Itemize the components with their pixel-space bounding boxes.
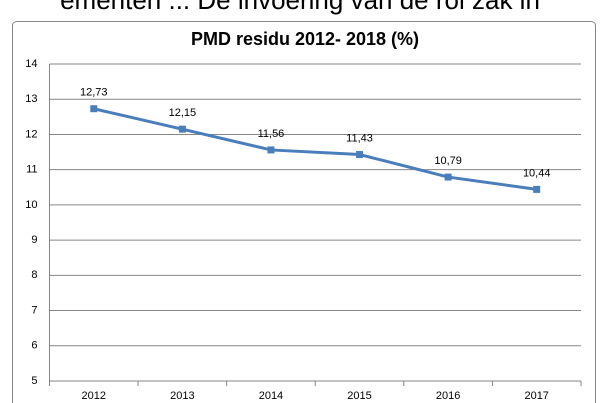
marker [90,105,98,113]
y-tick-label: 8 [31,269,37,281]
y-tick-label: 13 [25,93,37,105]
data-label: 10,79 [434,155,462,167]
y-tick-label: 5 [31,375,37,387]
marker [178,125,186,133]
x-tick-label: 2017 [524,390,548,402]
y-tick-label: 14 [25,58,37,70]
x-tick-label: 2012 [82,390,106,402]
data-label: 12,15 [169,107,197,119]
marker [267,146,275,154]
y-tick-label: 9 [31,234,37,246]
data-label: 11,43 [346,132,373,144]
caption: ementen ... De invoering van de rol zak … [60,0,540,15]
x-tick-label: 2015 [347,390,371,402]
data-label: 11,56 [258,128,285,140]
x-tick-label: 2016 [436,390,460,402]
x-tick-label: 2013 [170,390,194,402]
chart-frame [12,21,596,403]
x-tick-label: 2014 [259,390,283,402]
marker [444,173,452,181]
marker [356,151,364,159]
data-label: 12,73 [80,87,108,99]
y-tick-label: 6 [31,340,37,352]
y-tick-label: 12 [25,128,37,140]
y-tick-label: 7 [31,304,37,316]
y-tick-label: 10 [25,199,37,211]
data-label: 10,44 [523,167,551,179]
y-tick-label: 11 [26,164,37,176]
series-line [93,107,537,191]
marker [533,185,541,193]
chart-title: PMD residu 2012- 2018 (%) [191,29,419,49]
